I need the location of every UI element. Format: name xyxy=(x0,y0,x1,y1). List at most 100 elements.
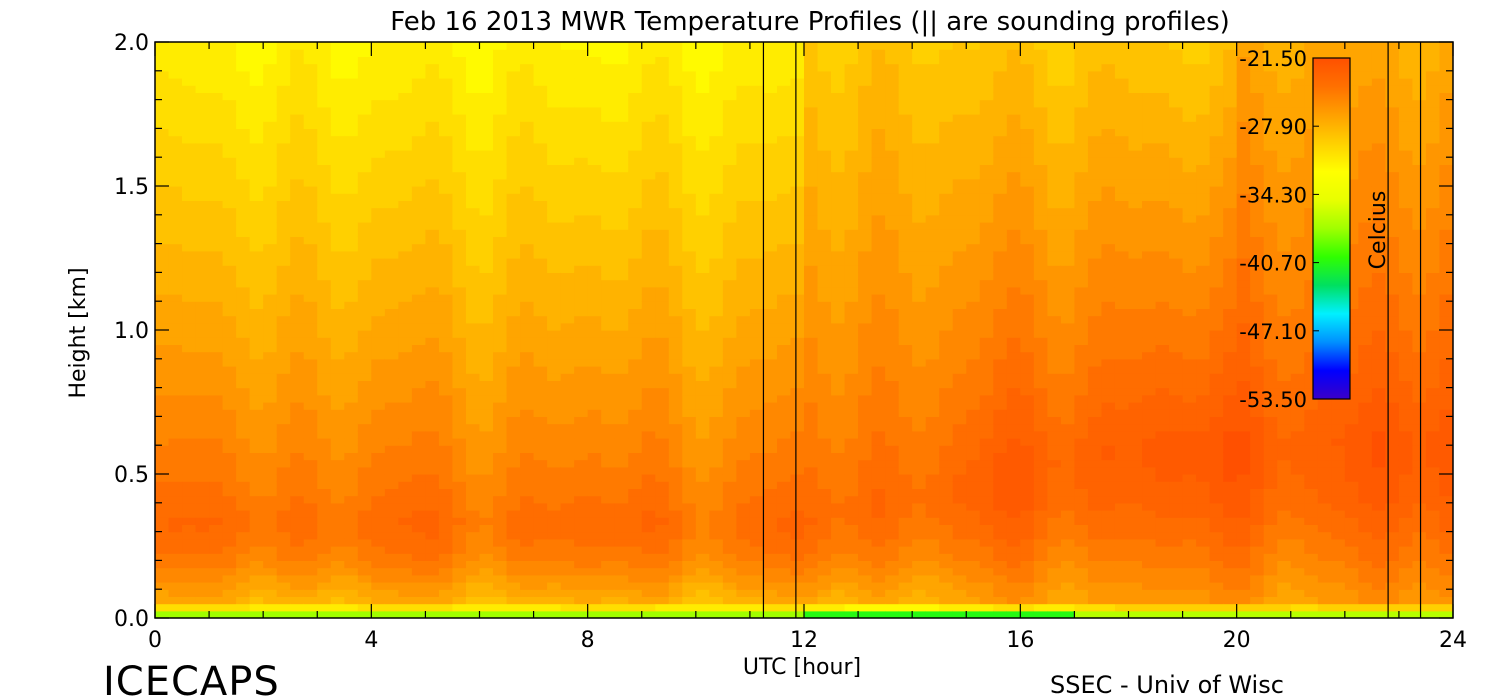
heatmap-cell xyxy=(209,495,224,504)
heatmap-cell xyxy=(303,301,318,309)
heatmap-cell xyxy=(560,538,575,547)
heatmap-cell xyxy=(222,171,237,180)
heatmap-cell xyxy=(533,387,548,396)
heatmap-cell xyxy=(776,186,792,194)
heatmap-cell xyxy=(371,589,386,597)
heatmap-cell xyxy=(979,524,994,533)
heatmap-cell xyxy=(520,531,535,540)
heatmap-cell xyxy=(479,459,494,468)
heatmap-cell xyxy=(817,582,832,590)
heatmap-cell xyxy=(952,337,967,345)
heatmap-cell xyxy=(844,610,859,618)
heatmap-cell xyxy=(804,308,819,317)
heatmap-cell xyxy=(722,423,737,432)
heatmap-cell xyxy=(195,574,210,583)
heatmap-cell xyxy=(763,92,778,101)
heatmap-cell xyxy=(858,294,873,302)
heatmap-cell xyxy=(682,250,697,259)
heatmap-cell xyxy=(749,243,765,252)
heatmap-cell xyxy=(966,560,981,569)
heatmap-cell xyxy=(317,589,332,597)
heatmap-cell xyxy=(844,222,859,230)
heatmap-cell xyxy=(249,524,264,533)
heatmap-cell xyxy=(993,574,1008,583)
heatmap-cell xyxy=(303,474,318,482)
heatmap-cell xyxy=(871,164,886,173)
heatmap-cell xyxy=(506,495,521,504)
heatmap-cell xyxy=(601,337,616,345)
heatmap-cell xyxy=(506,135,521,144)
heatmap-cell xyxy=(614,78,629,86)
heatmap-cell xyxy=(885,243,900,252)
heatmap-cell xyxy=(168,546,183,554)
heatmap-cell xyxy=(290,222,305,230)
heatmap-cell xyxy=(939,423,954,432)
heatmap-cell xyxy=(641,193,656,201)
heatmap-cell xyxy=(925,474,940,482)
heatmap-cell xyxy=(979,402,994,410)
heatmap-cell xyxy=(979,488,994,497)
heatmap-cell xyxy=(817,380,832,389)
heatmap-cell xyxy=(384,178,399,187)
heatmap-cell xyxy=(479,171,494,180)
heatmap-cell xyxy=(344,157,359,165)
heatmap-cell xyxy=(560,279,575,288)
heatmap-cell xyxy=(506,315,521,324)
heatmap-cell xyxy=(966,524,981,533)
heatmap-cell xyxy=(925,358,940,367)
heatmap-cell xyxy=(614,445,629,453)
heatmap-cell xyxy=(749,416,765,425)
heatmap-cell xyxy=(493,531,508,540)
heatmap-cell xyxy=(722,394,737,403)
heatmap-cell xyxy=(222,322,237,331)
heatmap-cell xyxy=(371,92,386,101)
heatmap-cell xyxy=(209,481,224,489)
heatmap-cell xyxy=(695,567,710,576)
heatmap-cell xyxy=(506,351,521,360)
heatmap-cell xyxy=(452,438,467,446)
heatmap-cell xyxy=(452,85,467,93)
heatmap-cell xyxy=(844,150,859,158)
heatmap-cell xyxy=(155,99,170,108)
heatmap-cell xyxy=(601,250,616,259)
heatmap-cell xyxy=(763,358,778,367)
heatmap-cell xyxy=(520,171,535,180)
heatmap-cell xyxy=(641,63,656,72)
heatmap-cell xyxy=(249,373,264,381)
heatmap-cell xyxy=(641,308,656,317)
heatmap-cell xyxy=(952,445,967,453)
heatmap-cell xyxy=(993,423,1008,432)
heatmap-cell xyxy=(831,603,846,612)
heatmap-cell xyxy=(303,387,318,396)
heatmap-cell xyxy=(614,524,629,533)
heatmap-cell xyxy=(411,351,427,360)
heatmap-cell xyxy=(709,358,724,367)
heatmap-cell xyxy=(952,524,967,533)
heatmap-cell xyxy=(939,582,954,590)
heatmap-cell xyxy=(560,308,575,317)
heatmap-cell xyxy=(831,265,846,273)
heatmap-cell xyxy=(357,394,372,403)
heatmap-cell xyxy=(587,373,602,381)
heatmap-cell xyxy=(831,402,846,410)
heatmap-cell xyxy=(804,178,819,187)
heatmap-cell xyxy=(574,78,589,86)
heatmap-cell xyxy=(844,92,859,101)
heatmap-cell xyxy=(790,502,805,511)
heatmap-cell xyxy=(155,222,170,230)
heatmap-cell xyxy=(371,538,386,547)
heatmap-cell xyxy=(655,279,670,288)
heatmap-cell xyxy=(330,438,345,446)
heatmap-cell xyxy=(479,214,494,223)
heatmap-cell xyxy=(871,207,886,216)
heatmap-cell xyxy=(533,63,548,72)
heatmap-cell xyxy=(303,265,318,273)
heatmap-cell xyxy=(195,567,210,576)
heatmap-cell xyxy=(371,171,386,180)
heatmap-cell xyxy=(195,243,210,252)
heatmap-cell xyxy=(276,474,291,482)
heatmap-cell xyxy=(682,70,697,79)
heatmap-cell xyxy=(425,78,440,86)
heatmap-cell xyxy=(790,63,805,72)
heatmap-cell xyxy=(438,315,454,324)
